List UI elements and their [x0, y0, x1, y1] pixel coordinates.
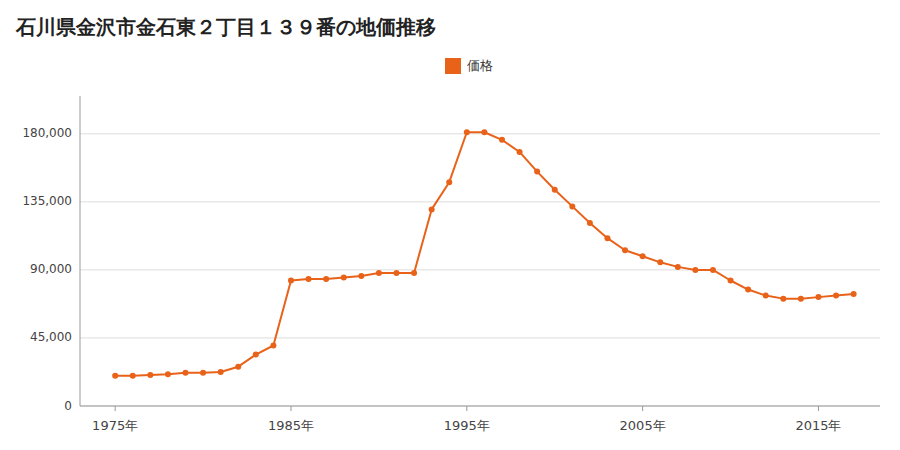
x-tick: [466, 406, 467, 411]
y-axis-line: [80, 96, 81, 406]
point: [622, 247, 628, 253]
point: [569, 203, 575, 209]
point: [200, 370, 206, 376]
y-tick-label: 45,000: [30, 330, 72, 344]
point: [306, 276, 312, 282]
point: [270, 343, 276, 349]
point: [728, 277, 734, 283]
grid-line: [80, 337, 880, 338]
x-tick: [290, 406, 291, 411]
x-tick-label: 1975年: [92, 418, 138, 433]
point: [745, 287, 751, 293]
point: [640, 253, 646, 259]
point: [780, 296, 786, 302]
legend-label: 価格: [467, 58, 493, 73]
plot-data: [112, 129, 856, 378]
point: [253, 352, 259, 358]
legend: 価格: [445, 58, 493, 75]
point: [429, 206, 435, 212]
point: [341, 274, 347, 280]
page: {"chart_data": {"type": "line", "title":…: [0, 0, 900, 450]
point: [130, 373, 136, 379]
x-tick-label: 1995年: [444, 418, 490, 433]
point: [552, 187, 558, 193]
point: [517, 149, 523, 155]
grid-line: [80, 133, 880, 134]
point: [464, 129, 470, 135]
x-tick-label: 1985年: [268, 418, 314, 433]
point: [657, 259, 663, 265]
point: [481, 129, 487, 135]
y-tick-label: 135,000: [22, 194, 72, 208]
point: [182, 370, 188, 376]
point: [393, 270, 399, 276]
x-tick: [642, 406, 643, 411]
grid-line: [80, 269, 880, 270]
grid-line: [80, 406, 880, 407]
point: [692, 267, 698, 273]
chart: 石川県金沢市金石東２丁目１３９番の地価推移 0 45,000 90,000 135,00…: [0, 0, 900, 450]
point: [235, 364, 241, 370]
y-tick-label: 0: [64, 399, 72, 413]
point: [833, 293, 839, 299]
x-tick: [115, 406, 116, 411]
x-tick-label: 2005年: [620, 418, 666, 433]
point: [358, 273, 364, 279]
y-tick-label: 180,000: [22, 126, 72, 140]
point: [218, 369, 224, 375]
point: [763, 293, 769, 299]
grid-line: [80, 201, 880, 202]
x-tick: [818, 406, 819, 411]
point: [675, 264, 681, 270]
point: [165, 371, 171, 377]
x-tick-label: 2015年: [795, 418, 841, 433]
point: [147, 372, 153, 378]
point: [112, 373, 118, 379]
point: [323, 276, 329, 282]
title: 石川県金沢市金石東２丁目１３９番の地価推移: [15, 15, 436, 39]
point: [499, 137, 505, 143]
point: [534, 169, 540, 175]
point: [710, 267, 716, 273]
legend-swatch: [445, 58, 461, 74]
point: [604, 235, 610, 241]
point: [851, 291, 857, 297]
point: [587, 220, 593, 226]
point: [798, 296, 804, 302]
y-tick-label: 90,000: [30, 262, 72, 276]
point: [446, 179, 452, 185]
x-axis-line: [80, 406, 880, 407]
point: [815, 294, 821, 300]
point: [376, 270, 382, 276]
series-line: [115, 132, 853, 375]
point: [288, 277, 294, 283]
point: [411, 270, 417, 276]
axes: 0 45,000 90,000 135,000 180,000 1975年 1985年 199…: [22, 96, 880, 433]
